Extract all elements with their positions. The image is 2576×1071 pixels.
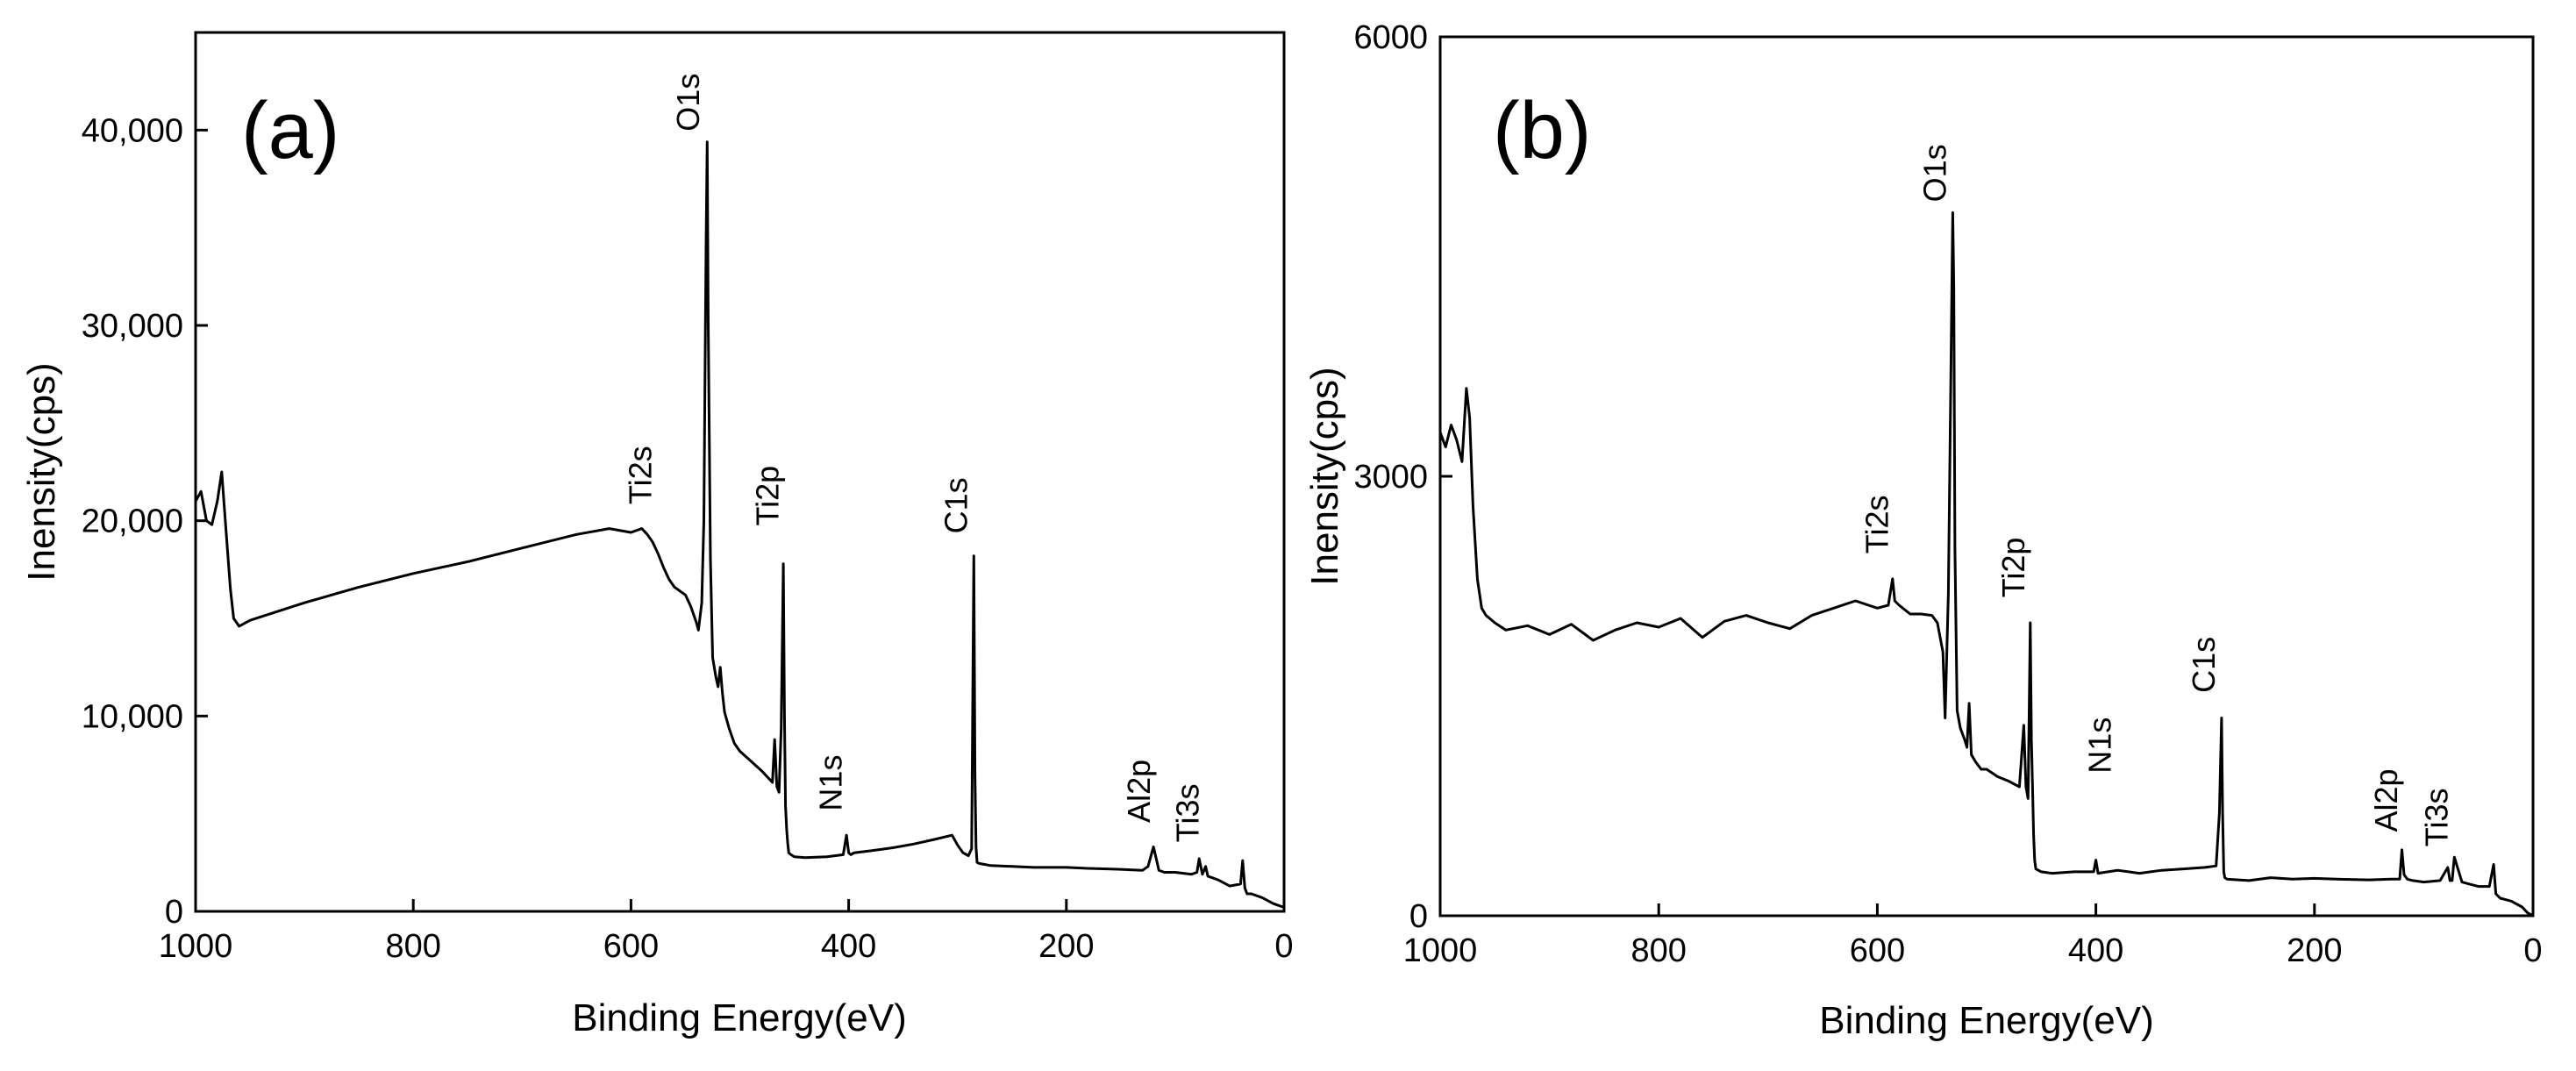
plot-frame-a (194, 31, 1286, 913)
x-tick-label: 1000 (159, 928, 233, 965)
x-axis-title-a: Binding Energy(eV) (572, 996, 907, 1039)
y-tick-label: 6000 (1353, 19, 1428, 56)
peak-labels-b: O1s Ti2s Ti2p C1s N1s Al2p Ti3s (1859, 144, 2454, 846)
y-tick-label: 30,000 (82, 308, 183, 345)
peak-labels-a: O1s Ti2s Ti2p C1s N1s Al2p Ti3s (622, 74, 1205, 843)
x-tick-label: 0 (2523, 932, 2542, 969)
tick-labels-b: 1000 800 600 400 200 0 0 3000 6000 (1353, 19, 2542, 969)
peak-label: Ti2p (750, 466, 786, 526)
y-tick-label: 3000 (1353, 459, 1428, 496)
panel-label-a: (a) (241, 86, 339, 175)
xps-spectrum-line-a (194, 140, 1285, 909)
x-tick-label: 400 (821, 928, 876, 965)
peak-label: Ti3s (2418, 789, 2454, 847)
y-tick-label: 40,000 (82, 112, 183, 149)
peak-label: Ti3s (1170, 784, 1206, 843)
x-tick-label: 200 (2287, 932, 2342, 969)
x-tick-label: 400 (2068, 932, 2123, 969)
y-tick-label: 0 (165, 894, 183, 931)
x-tick-label: 800 (1631, 932, 1686, 969)
peak-label: O1s (670, 74, 706, 132)
y-axis-title-a: Inensity(cps) (20, 362, 63, 581)
xps-spectrum-line-b (1438, 211, 2534, 917)
peak-label: C1s (938, 477, 974, 533)
y-tick-label: 20,000 (82, 503, 183, 540)
y-axis-title-b: Inensity(cps) (1303, 367, 1346, 585)
x-tick-label: 600 (1850, 932, 1905, 969)
y-tick-label: 10,000 (82, 698, 183, 735)
peak-label: Al2p (2368, 768, 2404, 832)
x-tick-label: 0 (1274, 928, 1293, 965)
panel-label-b: (b) (1493, 86, 1591, 175)
tick-labels-a: 1000 800 600 400 200 0 0 10,000 20,000 30,000 40,0… (82, 112, 1294, 965)
x-tick-label: 600 (603, 928, 659, 965)
panel-b: (b) Binding Energy(eV) Inensity(cps) 100… (1303, 19, 2543, 1042)
peak-label: Ti2p (1995, 538, 2031, 598)
peak-label: N1s (2082, 718, 2118, 774)
panel-a: (a) Binding Energy(eV) Inensity(cps) 100… (20, 31, 1294, 1039)
x-axis-title-b: Binding Energy(eV) (1819, 999, 2154, 1042)
peak-label: Ti2s (1859, 496, 1895, 554)
peak-label: C1s (2186, 637, 2222, 693)
peak-label: Al2p (1121, 760, 1157, 823)
y-tick-label: 0 (1409, 898, 1428, 935)
x-tick-label: 800 (385, 928, 440, 965)
x-tick-label: 1000 (1403, 932, 1478, 969)
ticks-b (1438, 35, 2535, 917)
x-tick-label: 200 (1038, 928, 1094, 965)
ticks-a (194, 128, 1286, 913)
peak-label: N1s (813, 755, 849, 811)
peak-label: Ti2s (622, 446, 658, 504)
peak-label: O1s (1916, 144, 1952, 202)
